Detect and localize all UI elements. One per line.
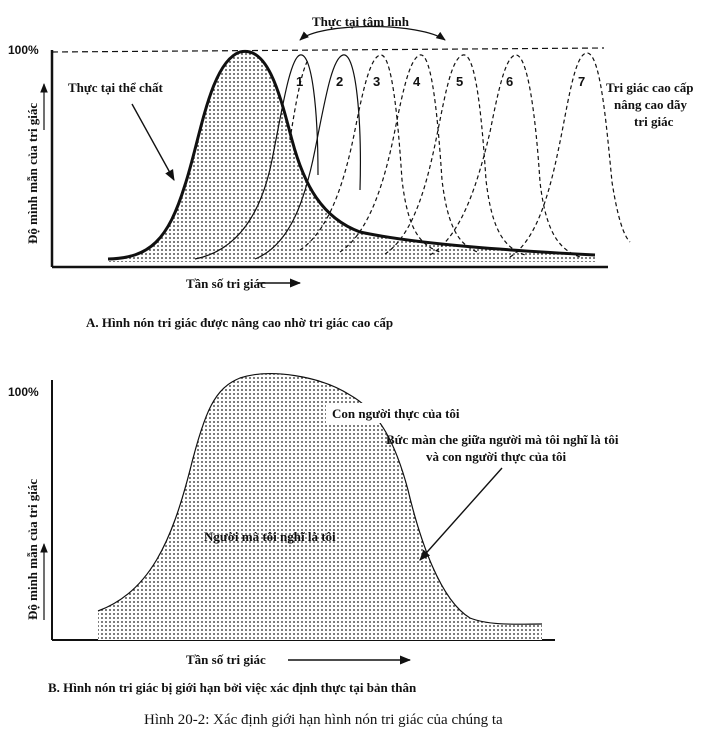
cone-2-curve [254,54,361,260]
cone-6-curve [429,54,581,258]
higher-perception-line-3: tri giác [634,114,674,129]
panel-a-100-line [51,47,605,53]
true-self-label: Con người thực của tôi [332,406,460,421]
physical-reality-curve [108,51,595,263]
cone-left-tail [289,59,309,141]
panel-b-ylabel: Độ minh mẫn của tri giác [25,479,40,620]
physical-arrow [131,103,175,181]
cone-number-3: 3 [373,74,380,89]
cone-7-curve [509,52,631,258]
panel-b-caption: B. Hình nón tri giác bị giới hạn bởi việ… [48,680,417,695]
perception-cone-b [98,373,542,640]
panel-a-caption: A. Hình nón tri giác được nâng cao nhờ t… [86,315,393,330]
cone-number-5: 5 [456,74,463,89]
cone-number-6: 6 [506,74,513,89]
cone-4-curve [339,54,481,254]
cone-3-curve [299,54,441,253]
spiritual-bracket [299,25,446,41]
physical-reality-outline [107,49,596,261]
cone-number-7: 7 [578,74,585,89]
screen-label-line-2: và con người thực của tôi [426,449,567,464]
panel-a-xlabel: Tần số tri giác [186,276,266,291]
cone-1-curve [194,54,319,260]
spiritual-reality-label: Thực tại tâm linh [312,14,410,29]
panel-a-100-label: 100% [8,43,39,57]
figure-caption: Hình 20-2: Xác định giới hạn hình nón tr… [144,712,503,728]
panel-b: 100% Độ minh mẫn của tri giác Con người … [8,373,619,695]
panel-b-100-label: 100% [8,385,39,399]
panel-b-xlabel: Tần số tri giác [186,652,266,667]
screen-arrow [419,467,503,561]
cone-number-4: 4 [413,74,421,89]
perception-cone-b-outline [97,373,543,625]
cone-5-curve [384,54,526,256]
physical-reality-label: Thực tại thể chất [68,80,163,95]
thought-self-label: Người mà tôi nghĩ là tôi [204,529,336,544]
screen-label-line-1: Bức màn che giữa người mà tôi nghĩ là tô… [386,432,619,447]
higher-perception-line-1: Tri giác cao cấp [606,80,694,95]
higher-perception-line-2: nâng cao dãy [614,97,687,112]
panel-a: Thực tại tâm linh 100% Độ mình mẫn của t… [8,14,694,330]
cone-number-1: 1 [296,74,303,89]
true-self-label-bg [326,403,482,423]
cone-number-2: 2 [336,74,343,89]
panel-a-ylabel: Độ mình mẫn của tri giác [25,103,40,244]
